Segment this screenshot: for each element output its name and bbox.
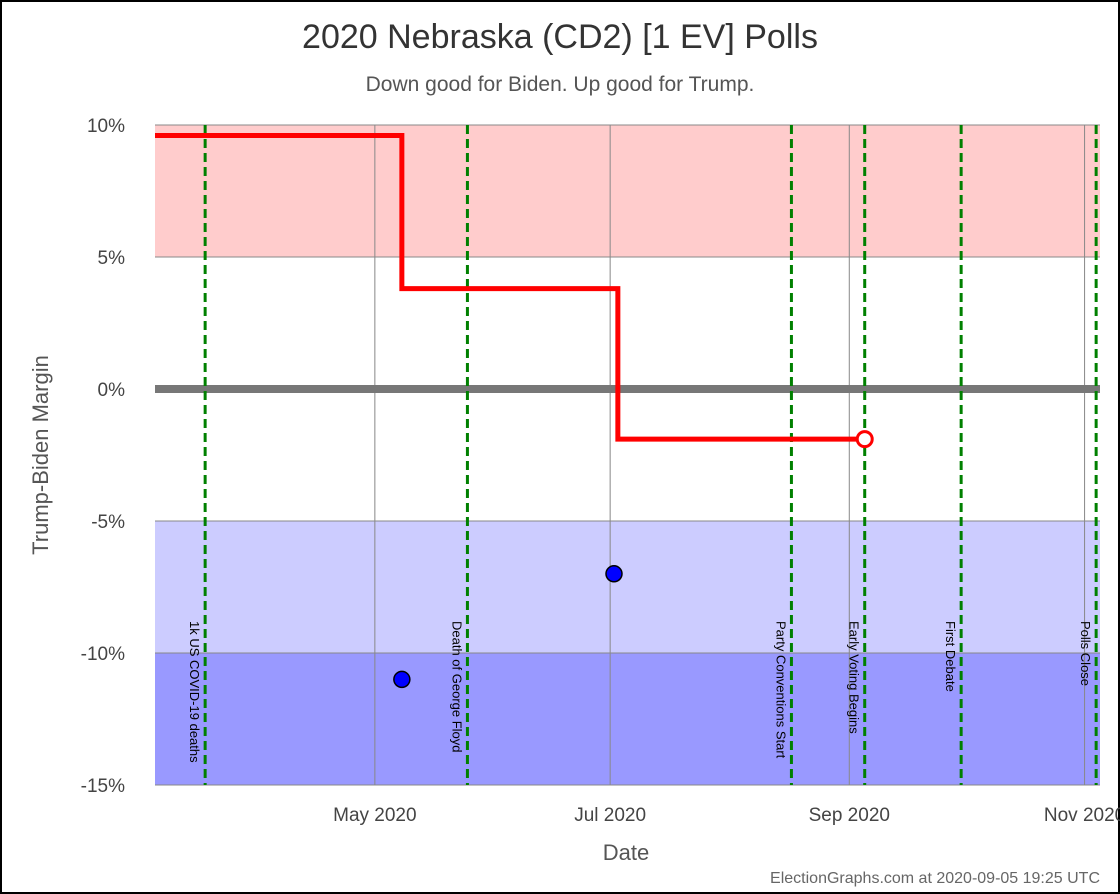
chart-subtitle: Down good for Biden. Up good for Trump. bbox=[366, 73, 755, 96]
average-series bbox=[155, 133, 874, 449]
event-label-1: Death of George Floyd bbox=[449, 621, 464, 753]
band-2 bbox=[155, 653, 1100, 785]
y-tick-label-5: -15% bbox=[81, 776, 125, 797]
poll-point-1 bbox=[605, 565, 623, 583]
event-label-3: Early Voting Begins bbox=[847, 621, 862, 734]
x-tick-label-1: Jul 2020 bbox=[574, 805, 646, 826]
y-tick-label-0: 10% bbox=[87, 116, 125, 137]
event-markers: 1k US COVID-19 deaths Death of George Flo… bbox=[187, 125, 1098, 785]
event-label-4: First Debate bbox=[943, 621, 958, 692]
average-end-marker bbox=[855, 430, 874, 449]
y-tick-label-2: 0% bbox=[98, 380, 126, 401]
y-axis-label: Trump-Biden Margin bbox=[28, 355, 53, 555]
x-tick-labels: May 2020 Jul 2020 Sep 2020 Nov 2020 bbox=[333, 805, 1120, 826]
x-axis-label: Date bbox=[603, 840, 649, 865]
margin-bands bbox=[155, 125, 1100, 785]
y-tick-label-1: 5% bbox=[98, 248, 126, 269]
band-0 bbox=[155, 125, 1100, 257]
chart-title: 2020 Nebraska (CD2) [1 EV] Polls bbox=[302, 18, 818, 56]
poll-points bbox=[393, 565, 623, 689]
y-tick-label-4: -10% bbox=[81, 644, 125, 665]
event-label-0: 1k US COVID-19 deaths bbox=[187, 621, 202, 763]
poll-point-0 bbox=[393, 670, 411, 689]
average-line bbox=[155, 133, 865, 442]
y-tick-labels: 10% 5% 0% -5% -10% -15% bbox=[81, 116, 125, 797]
x-tick-label-3: Nov 2020 bbox=[1044, 805, 1120, 826]
x-tick-label-2: Sep 2020 bbox=[809, 805, 890, 826]
band-1 bbox=[155, 521, 1100, 653]
x-tick-label-0: May 2020 bbox=[333, 805, 416, 826]
event-label-5: Polls Close bbox=[1078, 621, 1093, 686]
footer-credit: ElectionGraphs.com at 2020-09-05 19:25 U… bbox=[770, 870, 1100, 887]
event-label-2: Party Conventions Start bbox=[773, 621, 788, 759]
grid-lines bbox=[155, 124, 1100, 786]
y-tick-label-3: -5% bbox=[91, 512, 125, 533]
